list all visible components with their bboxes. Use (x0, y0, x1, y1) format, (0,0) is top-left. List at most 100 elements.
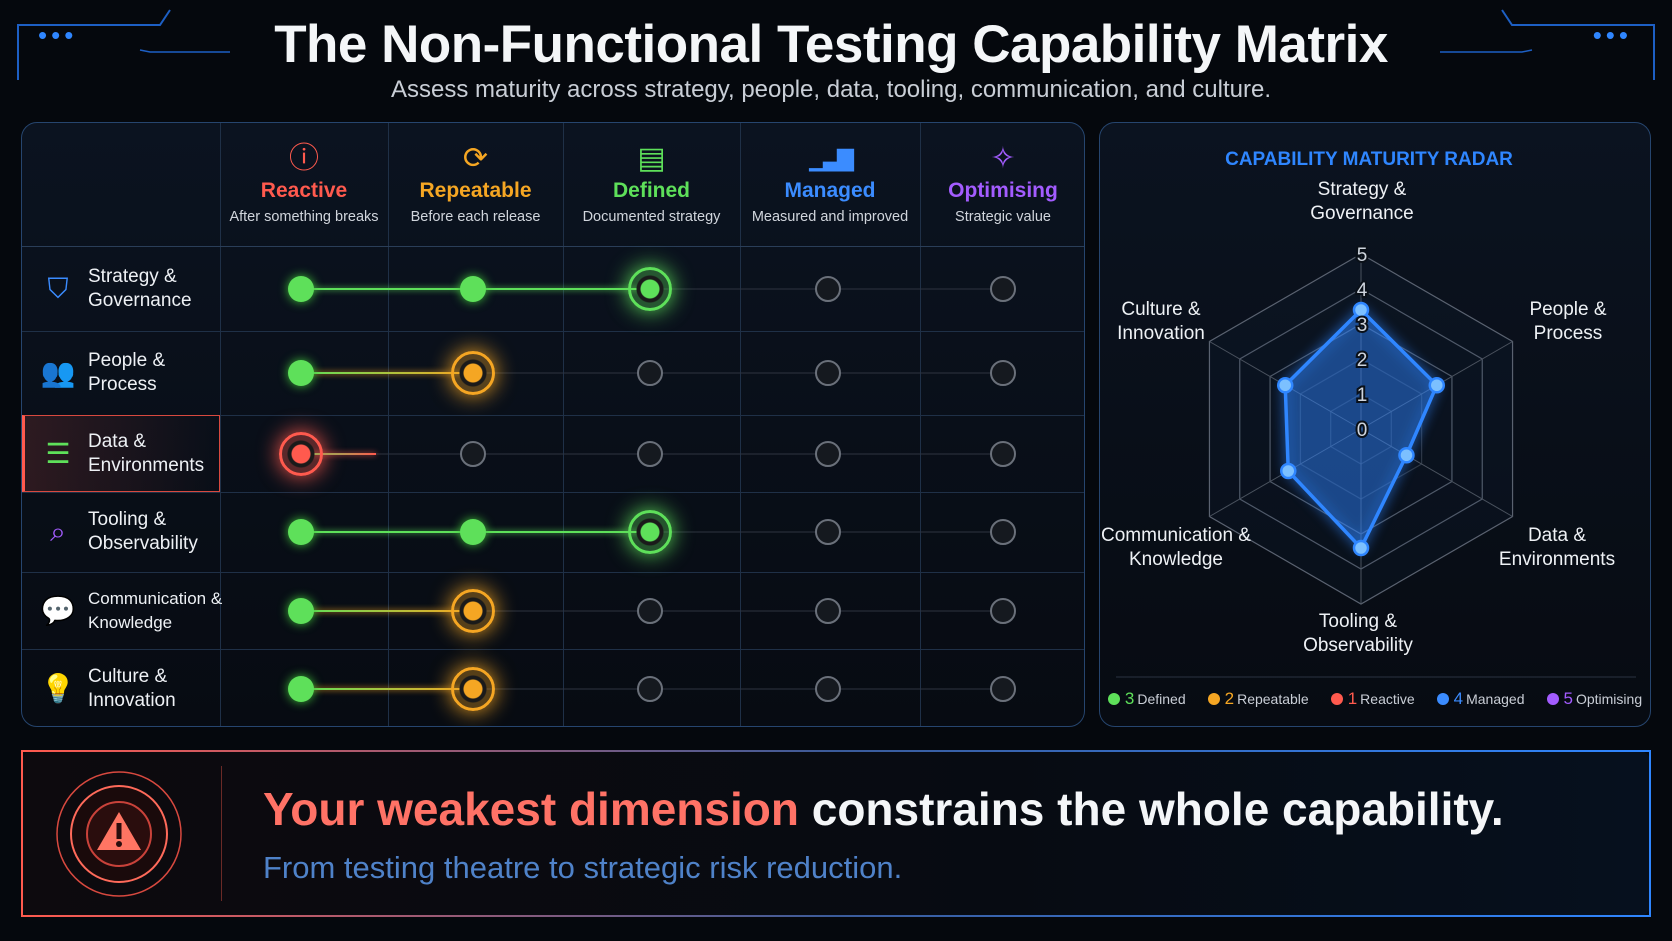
warning-triangle-icon (56, 771, 182, 897)
banner-divider (221, 766, 222, 901)
level-node-1[interactable] (288, 597, 314, 624)
level-node-5[interactable] (990, 675, 1016, 702)
radar-title: CAPABILITY MATURITY RADAR (1225, 149, 1513, 170)
level-node-1[interactable] (288, 360, 314, 386)
level-node-4[interactable] (815, 275, 841, 302)
label-line-1: Communication & (88, 588, 223, 608)
shield-check-icon: ⛉ (47, 272, 69, 304)
headline-highlight: Your weakest dimension (263, 783, 799, 835)
lightbulb-icon: 💡 (40, 672, 76, 704)
page-subtitle: Assess maturity across strategy, people,… (391, 76, 1271, 103)
level-node-4[interactable] (815, 597, 841, 624)
level-node-4[interactable] (815, 440, 841, 467)
axis-label-line: Observability (1303, 635, 1413, 656)
label-line-1: People & (88, 350, 166, 371)
legend-item-optimising: 5 Optimising (1546, 689, 1642, 709)
level-node-3[interactable] (637, 597, 663, 624)
level-description: After something breaks (229, 209, 379, 225)
level-node-2[interactable] (451, 588, 495, 633)
level-node-1[interactable] (288, 275, 314, 302)
level-node-5[interactable] (990, 440, 1016, 467)
bar-chart-icon: ▁▃▇ (809, 146, 854, 171)
header-frame-lines (17, 9, 1655, 80)
dimension-label: People & Process (88, 349, 165, 397)
column-divider (220, 123, 221, 726)
column-header-reactive: ⓘ Reactive After something breaks (220, 123, 388, 246)
label-line-2: Innovation (88, 689, 176, 711)
level-node-4[interactable] (815, 675, 841, 702)
axis-label-line: Data & (1528, 525, 1586, 546)
level-description: Before each release (410, 209, 541, 225)
level-node-1[interactable] (288, 675, 314, 702)
radar-data-point (1428, 377, 1446, 394)
level-node-3[interactable] (637, 360, 663, 386)
column-divider (740, 123, 741, 726)
column-divider (920, 123, 921, 726)
level-node-2[interactable] (460, 519, 486, 545)
row-divider (22, 246, 1084, 247)
level-node-2[interactable] (451, 666, 495, 711)
legend-item-managed: 4 Managed (1436, 689, 1525, 709)
level-node-4[interactable] (815, 360, 841, 386)
legend-item-reactive: 1 Reactive (1330, 689, 1415, 709)
alert-circle-icon: ⓘ (289, 142, 319, 175)
level-node-2[interactable] (451, 351, 495, 395)
level-node-4[interactable] (815, 519, 841, 545)
row-divider (22, 649, 1084, 650)
legend-item-repeatable: 2 Repeatable (1207, 689, 1309, 709)
level-node-3[interactable] (628, 510, 672, 554)
axis-label-line: Process (1534, 323, 1603, 344)
radar-axis-label-0: Strategy & Governance (1310, 179, 1414, 224)
radar-axis-line (1360, 428, 1513, 517)
legend-label: Reactive (1360, 691, 1415, 707)
row-divider (22, 492, 1084, 493)
label-line-2: Process (88, 374, 157, 395)
legend-dot (1207, 693, 1220, 705)
dimension-label: Data & Environments (88, 430, 204, 478)
level-node-1[interactable] (288, 519, 314, 545)
progress-line (301, 609, 473, 612)
axis-label-line: Strategy & (1318, 179, 1407, 200)
radar-data-point (1276, 377, 1294, 394)
page-title: The Non-Functional Testing Capability Ma… (274, 15, 1388, 74)
legend-number: 5 (1563, 689, 1573, 708)
radar-tick-label: 2 (1357, 350, 1368, 371)
radar-tick-label: 4 (1357, 280, 1368, 301)
level-description: Measured and improved (751, 209, 909, 225)
label-line-1: Data & (88, 430, 147, 452)
radar-tick-label: 1 (1357, 385, 1368, 406)
level-node-2[interactable] (460, 440, 486, 467)
dimension-label: Strategy & Governance (88, 265, 192, 313)
radar-data-point (1352, 301, 1370, 319)
row-divider (22, 415, 1084, 416)
level-node-1[interactable] (279, 431, 323, 476)
level-node-3[interactable] (628, 266, 672, 311)
level-node-3[interactable] (637, 440, 663, 467)
database-icon: ☰ (45, 437, 71, 469)
axis-label-line: Culture & (1121, 299, 1201, 320)
level-node-5[interactable] (990, 360, 1016, 386)
row-divider (22, 572, 1084, 573)
level-node-5[interactable] (990, 519, 1016, 545)
radar-axis-label-2: Data & Environments (1499, 525, 1615, 570)
dimension-label: Tooling & Observability (88, 508, 198, 556)
axis-label-line: Knowledge (1129, 549, 1223, 570)
level-node-3[interactable] (637, 675, 663, 702)
dimension-label: Culture & Innovation (88, 665, 176, 713)
legend-label: Defined (1137, 691, 1186, 707)
sparkle-star-icon: ✧ (990, 142, 1016, 175)
level-node-2[interactable] (460, 275, 486, 302)
axis-label-line: Tooling & (1319, 611, 1397, 632)
legend-dot (1330, 693, 1343, 705)
level-label: Repeatable (419, 179, 532, 202)
label-line-2: Environments (88, 454, 205, 476)
level-node-5[interactable] (990, 597, 1016, 624)
level-node-5[interactable] (990, 275, 1016, 302)
insight-banner: Your weakest dimension constrains the wh… (21, 750, 1651, 917)
label-line-1: Tooling & (88, 509, 167, 530)
level-description: Strategic value (955, 209, 1051, 225)
legend-label: Repeatable (1237, 691, 1309, 707)
progress-line (301, 452, 376, 455)
banner-headline: Your weakest dimension constrains the wh… (263, 782, 1504, 836)
column-header-defined: ▤ Defined Documented strategy (563, 123, 740, 246)
